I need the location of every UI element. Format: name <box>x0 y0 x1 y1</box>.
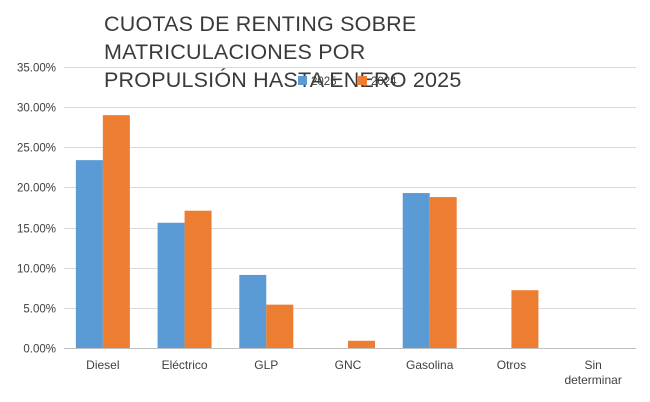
chart-title: CUOTAS DE RENTING SOBRE MATRICULACIONES … <box>104 10 624 94</box>
bars <box>75 115 539 349</box>
legend-swatch-2024 <box>358 76 367 85</box>
legend: 2025 2024 <box>298 76 397 88</box>
bar-2024 <box>429 197 457 348</box>
bar-2024 <box>184 210 212 348</box>
gridlines <box>64 67 636 349</box>
bar-2024 <box>102 115 130 349</box>
bar-2024 <box>511 290 539 348</box>
x-tick-label: Otros <box>497 358 526 372</box>
x-tick-label: Sin <box>584 358 601 372</box>
x-tick-label: GNC <box>335 358 362 372</box>
y-tick-label: 35.00% <box>17 63 56 75</box>
legend-label-2024: 2024 <box>371 76 397 88</box>
y-tick-label: 20.00% <box>17 183 56 195</box>
chart-title-line-2: PROPULSIÓN HASTA ENERO 2025 <box>104 68 462 92</box>
y-tick-label: 30.00% <box>17 103 56 115</box>
legend-swatch-2025 <box>298 76 307 85</box>
y-tick-label: 0.00% <box>23 344 56 356</box>
bar-2024 <box>266 304 294 348</box>
y-tick-label: 25.00% <box>17 143 56 155</box>
bar-2025 <box>402 193 430 348</box>
x-tick-label: GLP <box>254 358 278 372</box>
y-tick-label: 5.00% <box>23 304 56 316</box>
bar-2025 <box>75 160 103 348</box>
x-tick-label: determinar <box>564 373 621 387</box>
legend-label-2025: 2025 <box>311 76 337 88</box>
x-tick-label: Eléctrico <box>162 358 208 372</box>
x-axis: Diesel Eléctrico GLP GNC Gasolina Otros Sindet… <box>86 358 622 387</box>
y-tick-label: 10.00% <box>17 264 56 276</box>
bar-2024 <box>348 340 375 348</box>
y-tick-label: 15.00% <box>17 224 56 236</box>
chart-title-line-1: CUOTAS DE RENTING SOBRE MATRICULACIONES … <box>104 12 417 64</box>
x-tick-label: Gasolina <box>406 358 454 372</box>
x-tick-label: Diesel <box>86 358 119 372</box>
y-axis: 0.00% 5.00% 10.00% 15.00% 20.00% 25.00% 30.00%… <box>17 63 56 356</box>
bar-2025 <box>157 222 185 348</box>
bar-2025 <box>239 274 267 348</box>
